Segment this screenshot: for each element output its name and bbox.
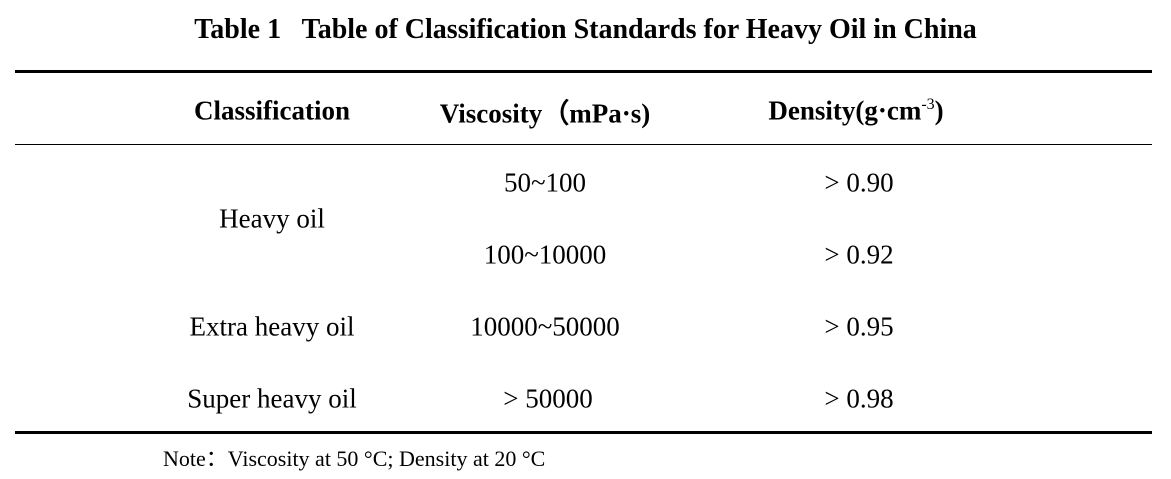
header-viscosity: Viscosity（mPa·s) bbox=[439, 98, 651, 129]
cell-viscosity: 100~10000 bbox=[483, 239, 607, 270]
header-density: Density(g·cm-3) bbox=[768, 96, 943, 127]
table-title: Table 1 Table of Classification Standard… bbox=[194, 14, 977, 45]
top-rule bbox=[15, 70, 1152, 73]
cell-viscosity: > 50000 bbox=[503, 383, 593, 414]
table-note: Note：Viscosity at 50 °C; Density at 20 °… bbox=[163, 446, 546, 471]
cell-viscosity: 10000~50000 bbox=[470, 311, 620, 342]
cell-classification: Heavy oil bbox=[219, 203, 325, 234]
cell-classification: Extra heavy oil bbox=[189, 311, 355, 342]
header-density-close: ) bbox=[934, 95, 944, 126]
header-density-label: Density(g·cm bbox=[768, 95, 922, 126]
header-rule bbox=[15, 144, 1152, 145]
cell-classification: Super heavy oil bbox=[187, 383, 357, 414]
cell-density: > 0.98 bbox=[824, 383, 894, 414]
cell-density: > 0.90 bbox=[824, 167, 894, 198]
header-classification: Classification bbox=[193, 95, 351, 126]
cell-density: > 0.92 bbox=[824, 239, 894, 270]
cell-viscosity: 50~100 bbox=[503, 167, 587, 198]
cell-density: > 0.95 bbox=[824, 311, 894, 342]
header-density-exponent: -3 bbox=[921, 96, 935, 114]
bottom-rule bbox=[15, 431, 1152, 434]
